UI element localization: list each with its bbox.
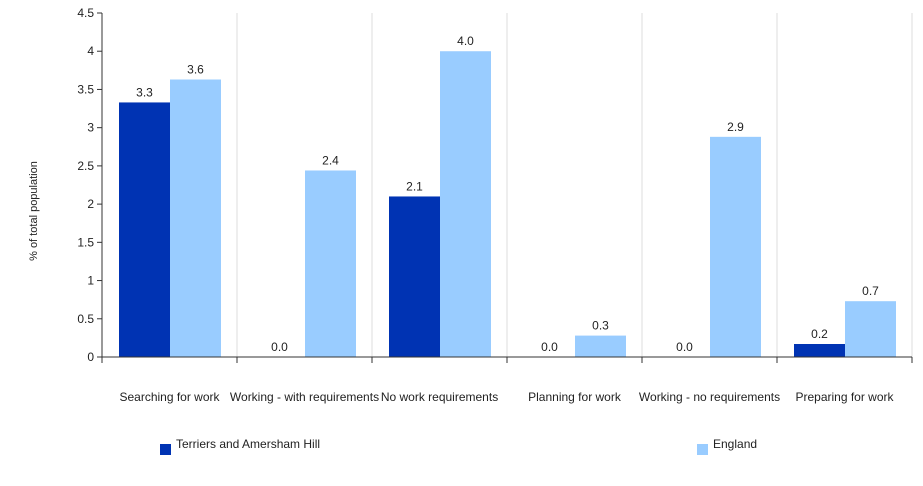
y-tick-label: 3.5 (77, 82, 94, 96)
data-label: 0.7 (862, 284, 879, 298)
legend-swatch (160, 444, 171, 455)
data-label: 0.0 (541, 340, 558, 354)
y-tick-label: 2.5 (77, 159, 94, 173)
y-tick-label: 1 (87, 274, 94, 288)
y-tick-label: 4 (87, 44, 94, 58)
bar-series1 (119, 102, 170, 357)
y-axis-label: % of total population (28, 161, 40, 261)
data-label: 2.1 (406, 179, 423, 193)
x-tick-label: Working - no requirements (639, 390, 780, 404)
legend-swatch (697, 444, 708, 455)
x-tick-label: No work requirements (381, 390, 498, 404)
bar-series2 (845, 301, 896, 357)
y-tick-label: 3 (87, 121, 94, 135)
data-label: 3.6 (187, 63, 204, 77)
bar-series1 (389, 196, 440, 357)
data-label: 0.3 (592, 319, 609, 333)
axes (97, 12, 913, 363)
data-label: 0.2 (811, 327, 828, 341)
labels: 3.3 0.0 2.1 0.0 0.0 0.2 3.6 2.4 4.0 0.3 2.9 0.7 0 0.5… (77, 6, 894, 404)
data-label: 2.4 (322, 153, 339, 167)
data-label: 0.0 (271, 340, 288, 354)
y-tick-label: 4.5 (77, 6, 94, 20)
bars (119, 51, 896, 358)
legend-label: England (713, 437, 757, 451)
bar-series2 (440, 51, 491, 357)
data-label: 4.0 (457, 34, 474, 48)
x-tick-label: Searching for work (119, 390, 220, 404)
x-tick-label: Preparing for work (795, 390, 894, 404)
x-tick-label: Planning for work (528, 390, 622, 404)
data-label: 0.0 (676, 340, 693, 354)
data-label: 3.3 (136, 85, 153, 99)
y-tick-label: 2 (87, 197, 94, 211)
bar-series2 (710, 136, 761, 357)
bar-series2 (305, 170, 356, 357)
bar-series1 (794, 344, 845, 357)
legend: Terriers and Amersham Hill England (160, 437, 757, 455)
bar-series2 (575, 335, 626, 357)
bar-series2 (170, 79, 221, 358)
y-tick-label: 0 (87, 350, 94, 364)
y-tick-label: 0.5 (77, 312, 94, 326)
grid (236, 13, 913, 357)
x-tick-label: Working - with requirements (230, 390, 379, 404)
data-label: 2.9 (727, 120, 744, 134)
y-tick-label: 1.5 (77, 235, 94, 249)
legend-label: Terriers and Amersham Hill (176, 437, 320, 451)
